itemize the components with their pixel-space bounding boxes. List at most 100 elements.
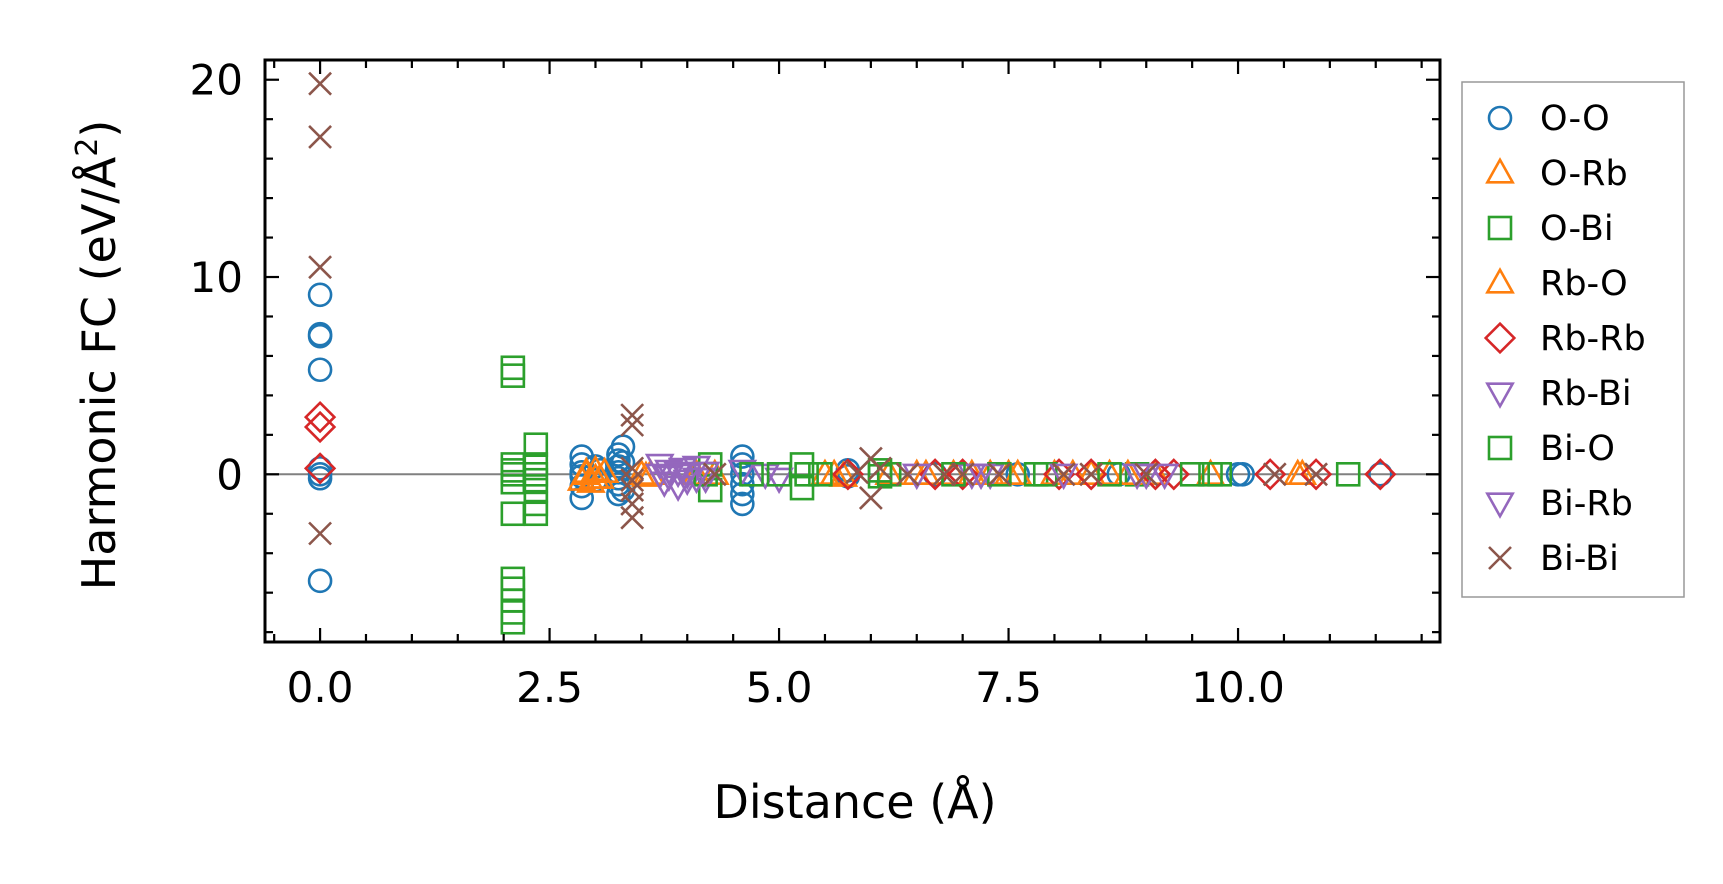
data-point [307,282,333,308]
data-point [911,458,941,485]
legend-label: Bi-Bi [1540,539,1619,579]
legend-marker [1487,215,1513,241]
data-point [1051,462,1076,487]
data-point [950,462,975,487]
y-axis-title-exponent: 2 [70,138,105,157]
data-point [1179,462,1205,487]
data-point [932,462,957,487]
data-point [620,468,645,493]
data-point [1079,462,1104,487]
data-point [307,357,333,383]
data-point [500,363,526,388]
plot-frame [263,58,1442,644]
y-tick-label: 20 [190,56,243,105]
series-bi-rb [654,461,1180,495]
legend-label: O-O [1540,99,1610,139]
data-point [663,461,693,489]
y-axis-title-close: ) [72,120,126,138]
data-point [580,462,611,489]
data-point [1157,458,1190,491]
data-point [764,467,794,495]
data-point [308,71,332,96]
data-point [730,444,755,469]
y-axis-title: Harmonic FC (eV/Å2) [70,120,126,591]
data-point [500,501,526,527]
x-tick-label: 10.0 [1191,663,1285,712]
data-point [500,609,526,635]
data-point [523,462,549,487]
data-point [1149,463,1180,491]
plot-area [265,71,1440,635]
data-point [307,465,333,491]
data-point [1335,462,1361,487]
x-tick-label: 2.5 [516,663,583,712]
data-point [876,462,902,487]
data-point [831,458,865,491]
data-point [620,413,645,437]
data-point [620,456,645,481]
legend-marker [1483,321,1517,355]
x-tick-label: 0.0 [287,663,354,712]
data-point [690,461,721,489]
data-point [895,462,920,487]
data-point [620,403,645,428]
legend-marker [1487,105,1513,131]
data-point [308,125,332,149]
data-point [766,462,792,487]
data-point [672,463,703,491]
y-axis-title-main: Harmonic FC (eV/Å [72,156,126,590]
legend-label: Bi-Rb [1540,484,1633,524]
data-point [1048,463,1079,491]
data-point [730,491,755,517]
legend-label: O-Bi [1540,209,1614,249]
data-point [523,501,549,527]
legend-marker [1487,435,1513,461]
data-point [523,477,549,503]
data-point [681,458,712,485]
data-point [523,432,549,458]
data-point [1299,458,1333,491]
data-point [1075,458,1108,491]
data-point [303,452,337,485]
data-point [808,462,833,487]
data-point [620,505,645,530]
legend-label: Bi-O [1540,429,1615,469]
legend: O-O O-Rb O-Bi Rb-O Rb-Rb Rb-Bi Bi-O Bi-Rb Bi-Bi [1461,81,1685,598]
data-point [1287,458,1318,485]
data-point [1364,458,1397,491]
series-bi-bi [308,71,1328,546]
legend-marker [1485,382,1515,409]
data-point [794,462,819,487]
data-point [1262,462,1287,487]
data-point [307,321,333,347]
data-point [307,456,333,481]
data-point [307,323,333,349]
legend-marker [1485,157,1515,184]
data-point [1131,463,1162,491]
data-point [789,475,815,501]
legend-marker [1485,492,1515,519]
y-tick-label: 0 [216,450,243,499]
data-point [739,462,764,487]
legend-marker [1488,546,1512,570]
data-point [1368,462,1393,487]
x-tick-label: 5.0 [746,663,813,712]
data-point [966,463,996,491]
x-axis-title: Distance (Å) [713,775,996,829]
axes: 0.0 2.5 5.0 7.5 10.0 0 10 20 [190,56,1442,712]
data-point [1207,462,1232,487]
x-tick-label: 7.5 [975,663,1042,712]
data-point [500,355,526,381]
data-point [987,462,1012,487]
data-point [1304,462,1328,487]
data-point [610,450,636,475]
data-point [308,521,332,546]
legend-label: O-Rb [1540,154,1628,194]
legend-box [1461,81,1685,598]
data-point [819,458,850,485]
data-point [308,255,332,280]
data-point [307,568,333,594]
data-point [702,462,727,487]
legend-marker [1485,267,1515,294]
